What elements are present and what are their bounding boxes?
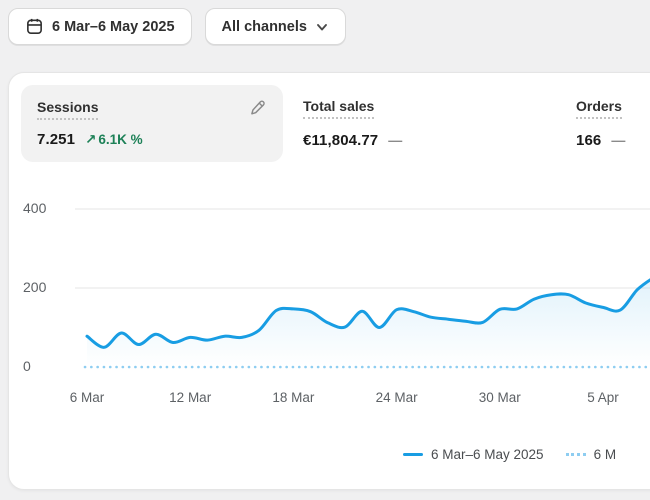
analytics-card: Sessions 7.251 ↗ 6.1K % Total sales €11,… bbox=[8, 72, 650, 490]
total-sales-value: €11,804.77 bbox=[303, 132, 379, 149]
x-tick-label: 5 Apr bbox=[587, 390, 619, 405]
x-tick-label: 30 Mar bbox=[478, 390, 521, 405]
orders-label: Orders bbox=[576, 98, 622, 119]
x-tick-label: 24 Mar bbox=[375, 390, 418, 405]
metric-total-sales[interactable]: Total sales €11,804.77 — bbox=[303, 98, 402, 149]
pencil-icon bbox=[249, 100, 267, 120]
x-tick-label: 6 Mar bbox=[69, 390, 105, 405]
series-area-fill bbox=[87, 279, 650, 367]
total-sales-label: Total sales bbox=[303, 98, 375, 119]
orders-value: 166 bbox=[576, 132, 602, 149]
sessions-value: 7.251 bbox=[37, 131, 76, 148]
toolbar: 6 Mar–6 May 2025 All channels bbox=[8, 8, 346, 45]
total-sales-comparison-dash: — bbox=[388, 132, 403, 148]
orders-comparison-dash: — bbox=[611, 132, 626, 148]
channels-dropdown-button[interactable]: All channels bbox=[204, 8, 346, 45]
x-tick-label: 18 Mar bbox=[272, 390, 315, 405]
chevron-down-icon bbox=[315, 20, 329, 34]
y-tick-label: 0 bbox=[23, 358, 31, 374]
legend-label: 6 Mar–6 May 2025 bbox=[431, 447, 544, 462]
y-tick-label: 200 bbox=[23, 279, 47, 295]
chart-legend: 6 Mar–6 May 2025 6 M bbox=[403, 447, 616, 462]
legend-dotted-line-icon bbox=[565, 453, 586, 456]
date-range-button[interactable]: 6 Mar–6 May 2025 bbox=[8, 8, 192, 45]
sessions-change-badge: ↗ 6.1K % bbox=[85, 132, 143, 148]
x-tick-label: 12 Mar bbox=[169, 390, 212, 405]
channels-label: All channels bbox=[221, 18, 307, 35]
legend-solid-line-icon bbox=[403, 453, 423, 456]
legend-item: 6 M bbox=[565, 447, 617, 462]
y-tick-label: 400 bbox=[23, 200, 47, 216]
sessions-series-line bbox=[85, 278, 650, 349]
sessions-line-chart[interactable] bbox=[0, 195, 650, 375]
date-range-label: 6 Mar–6 May 2025 bbox=[52, 18, 175, 35]
metric-tile-sessions[interactable]: Sessions 7.251 ↗ 6.1K % bbox=[21, 85, 283, 162]
metric-orders[interactable]: Orders 166 — bbox=[576, 98, 625, 149]
edit-metric-button[interactable] bbox=[249, 99, 267, 117]
sessions-label: Sessions bbox=[37, 99, 99, 120]
legend-item: 6 Mar–6 May 2025 bbox=[403, 447, 544, 462]
legend-label: 6 M bbox=[593, 447, 617, 462]
calendar-icon bbox=[25, 17, 44, 36]
trend-up-arrow-icon: ↗ bbox=[85, 132, 97, 147]
sessions-change-value: 6.1K % bbox=[98, 132, 143, 147]
